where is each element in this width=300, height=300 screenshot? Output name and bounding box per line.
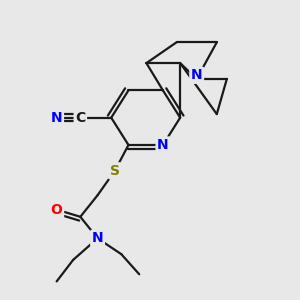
Text: S: S [110,164,120,178]
Text: N: N [157,138,169,152]
Text: C: C [75,111,85,125]
Text: N: N [51,111,62,125]
Text: O: O [51,202,63,217]
Text: N: N [92,231,103,245]
Text: N: N [191,68,203,82]
